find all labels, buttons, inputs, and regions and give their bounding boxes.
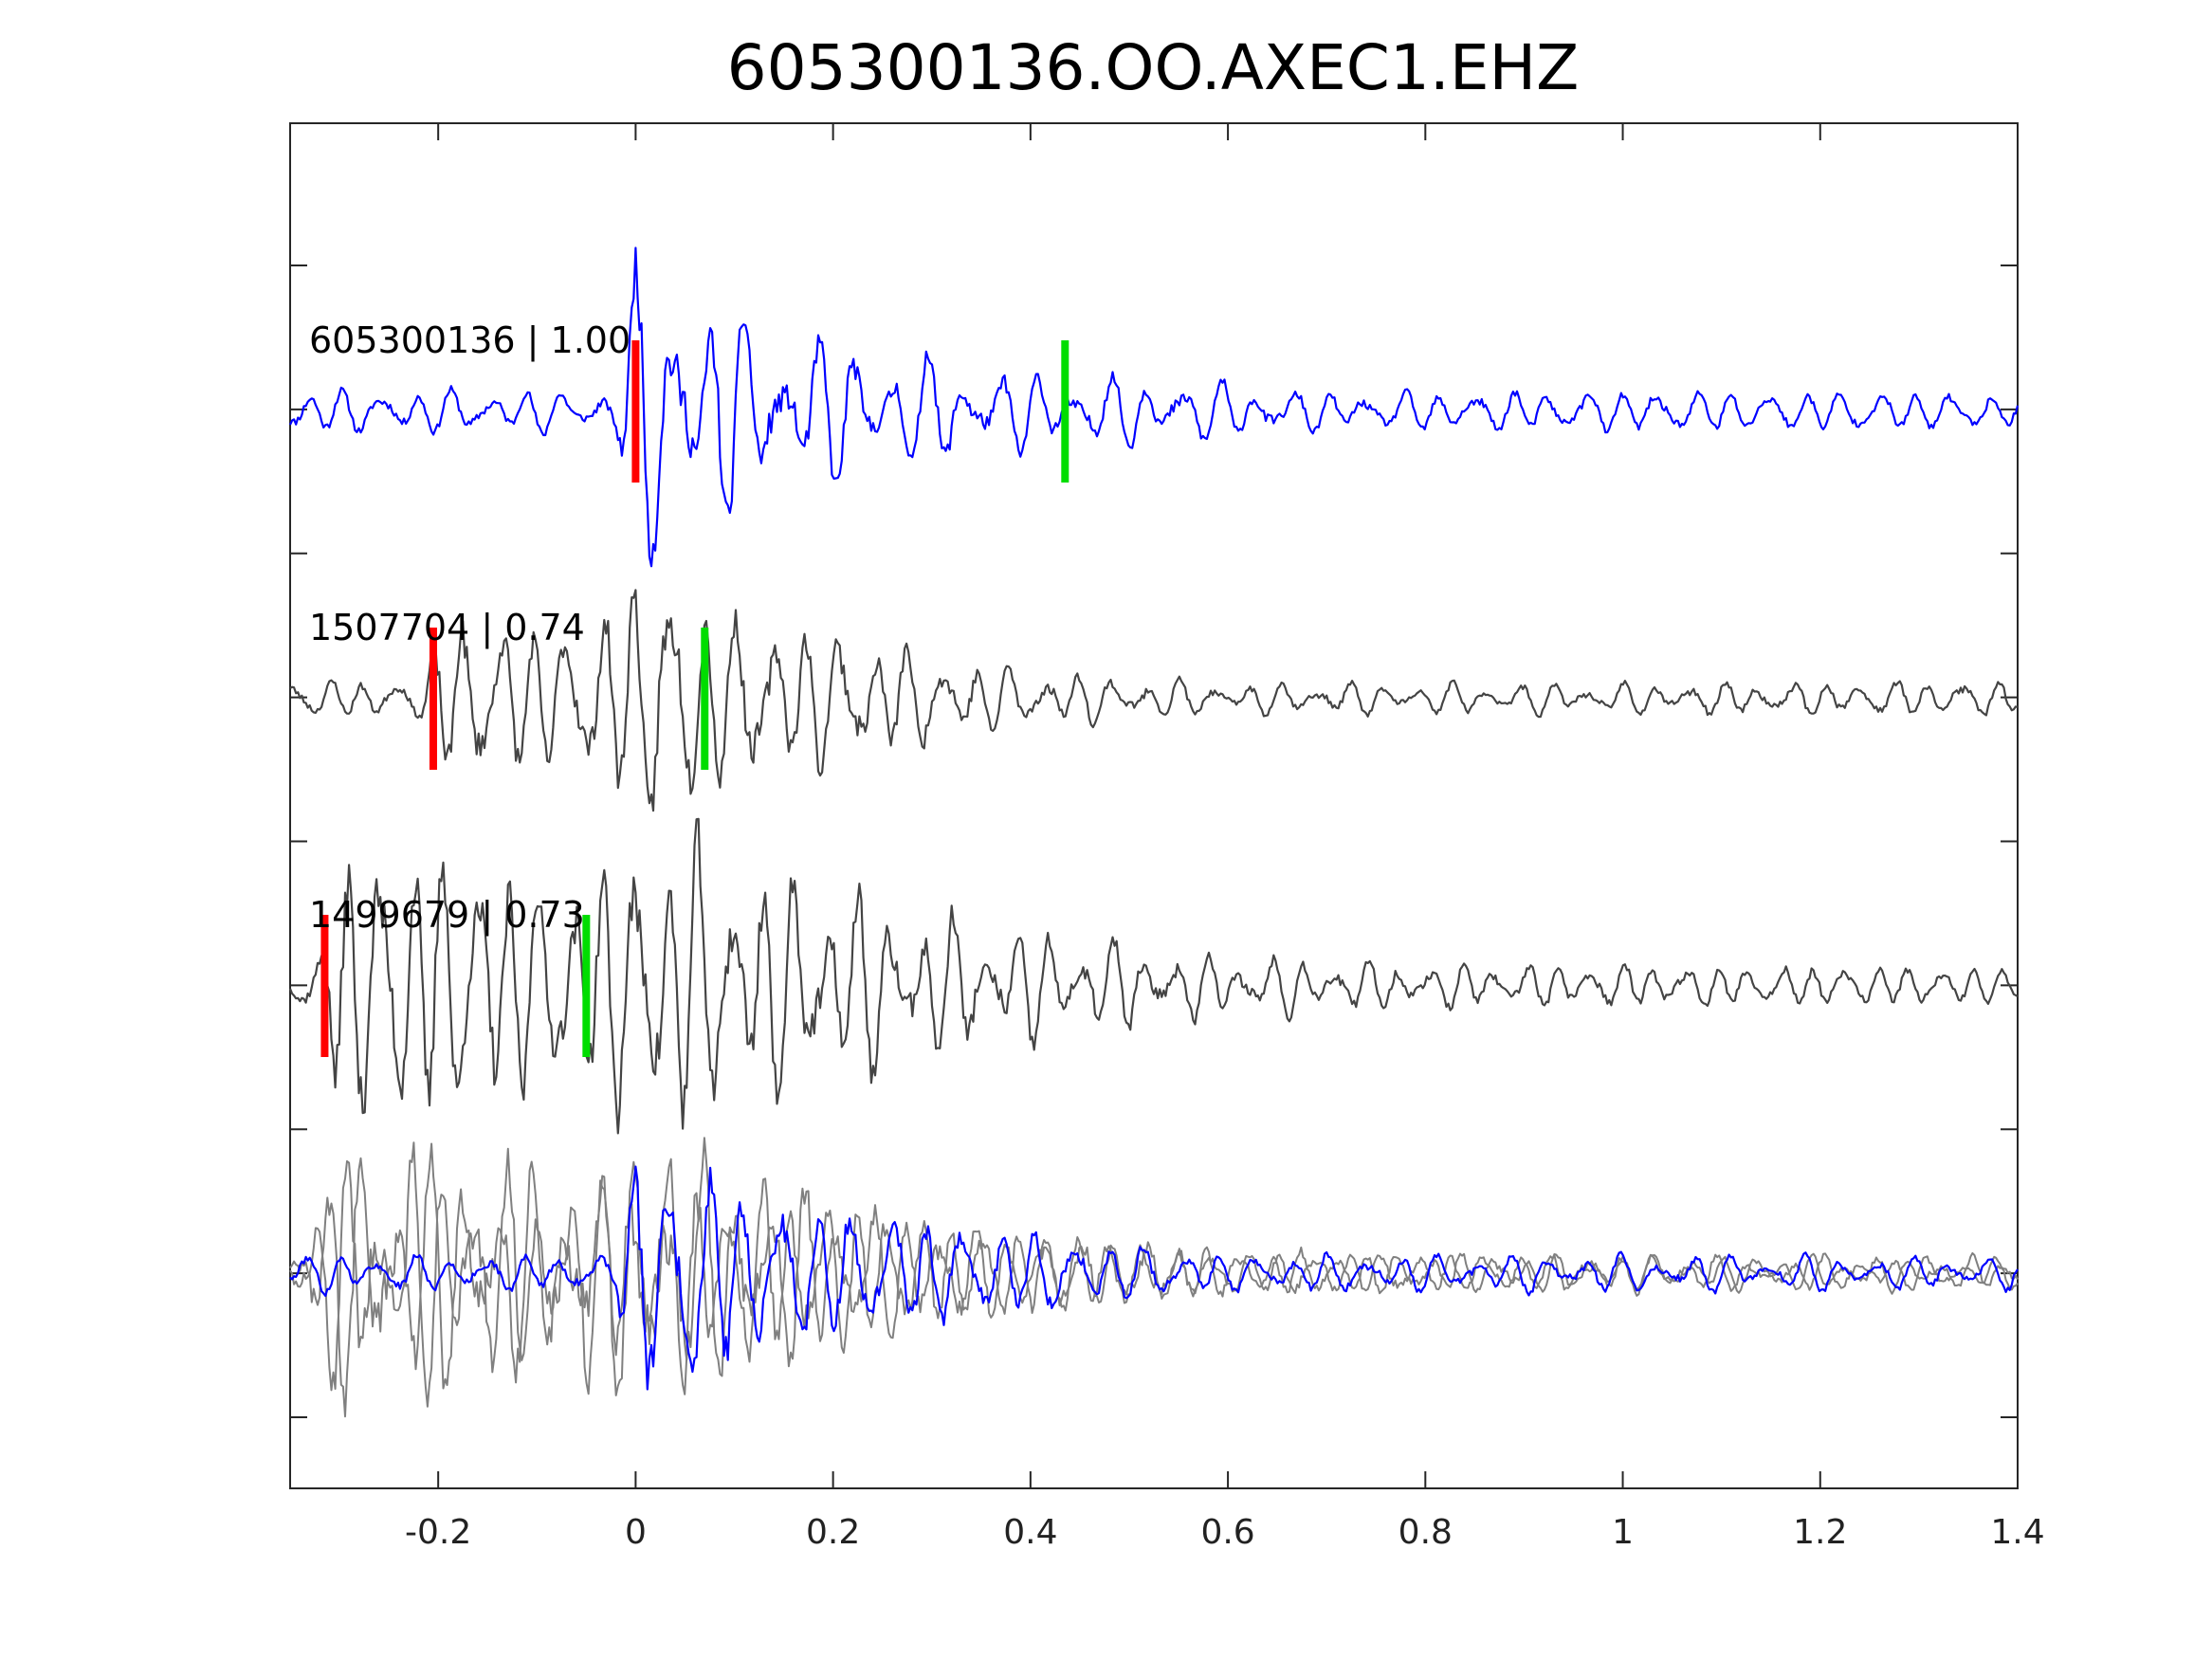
trace-label: 605300136 | 1.00 — [309, 319, 631, 362]
x-tick-label: 1 — [1612, 1513, 1634, 1552]
trace-label: 1507704 | 0.74 — [309, 607, 585, 649]
overlay-trace-grey — [289, 1137, 2019, 1418]
y-axis-ticks — [290, 264, 2018, 1418]
x-tick-label: 0.4 — [1003, 1513, 1057, 1552]
phase-picks — [320, 340, 1069, 1057]
overlay-trace-grey — [289, 1141, 2019, 1408]
x-tick-label: 0.8 — [1398, 1513, 1453, 1552]
waveform-traces — [288, 246, 2020, 1418]
plot-area — [289, 122, 2019, 1489]
waveform-trace-605300136 — [289, 246, 2020, 568]
trace-labels: 605300136 | 1.00 1507704 | 0.74 1499679 | … — [309, 319, 631, 937]
x-tick-label: 0.2 — [806, 1513, 860, 1552]
x-tick-label: 0.6 — [1200, 1513, 1254, 1552]
x-tick-label: 1.2 — [1793, 1513, 1847, 1552]
waveform-trace-1507704 — [289, 589, 2019, 812]
x-tick-label: -0.2 — [405, 1513, 471, 1552]
chart-title: 605300136.OO.AXEC1.EHZ — [727, 31, 1580, 104]
x-axis-ticks: -0.2 0 0.2 0.4 0.6 0.8 1 1.2 1.4 — [405, 123, 2045, 1552]
x-tick-label: 0 — [625, 1513, 647, 1552]
waveform-trace-1499679 — [288, 817, 2019, 1135]
trace-label: 1499679 | 0.73 — [309, 894, 585, 937]
overlay-trace-master — [289, 1165, 2019, 1391]
x-tick-label: 1.4 — [1990, 1513, 2044, 1552]
